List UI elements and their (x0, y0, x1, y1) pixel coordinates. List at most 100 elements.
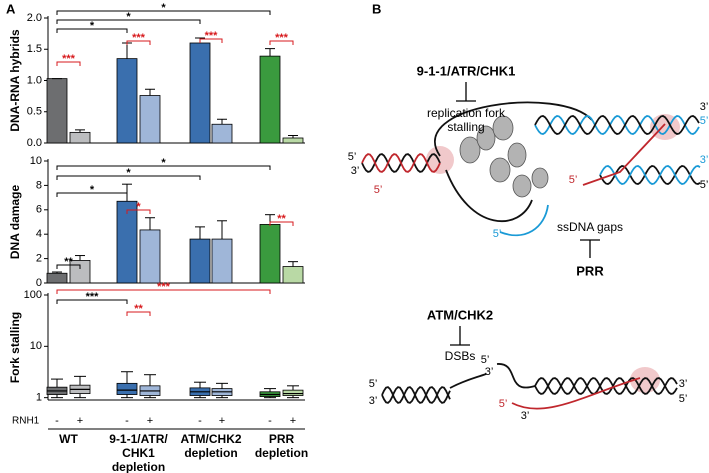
x-tick-label: + (147, 415, 153, 427)
group-label: depletion (112, 460, 165, 473)
bar (69, 260, 91, 284)
replisome (492, 115, 514, 141)
x-tick-label: - (125, 415, 129, 427)
significance-label: *** (157, 281, 171, 293)
y-tick-label: 4 (36, 228, 42, 240)
y-tick-label: 8 (36, 179, 42, 191)
significance-label: * (161, 2, 166, 14)
y-tick-label: 10 (30, 155, 42, 167)
dna-strand (361, 153, 441, 173)
significance-label: *** (205, 30, 219, 42)
bar (189, 238, 211, 284)
strand-end-label: 3’ (521, 410, 530, 422)
diagram-label: stalling (447, 120, 484, 134)
significance-bracket (56, 299, 128, 304)
x-tick-label: - (268, 415, 272, 427)
strand-end-label: 5’ (679, 393, 688, 405)
bar (211, 123, 233, 144)
group-label: PRR (269, 432, 295, 446)
y-axis-title: Fork stalling (8, 312, 22, 383)
replisome (507, 142, 527, 168)
diagram (361, 101, 701, 410)
dna-strand (534, 115, 700, 135)
dna-strand (499, 204, 549, 237)
y-tick-label: 2 (36, 253, 42, 265)
significance-label: * (136, 201, 141, 213)
strand-end-label: 3’ (700, 101, 709, 113)
dna-strand (534, 377, 678, 395)
bar (259, 224, 281, 284)
dna-strand (534, 115, 700, 135)
box (282, 389, 304, 396)
significance-bracket (199, 38, 223, 43)
significance-label: ** (134, 303, 143, 315)
significance-label: ** (277, 213, 286, 225)
strand-end-label: 3’ (700, 154, 709, 166)
y-tick-label: 10 (30, 340, 42, 352)
significance-label: * (90, 20, 95, 32)
strand-end-label: 5’ (369, 378, 378, 390)
group-label: depletion (184, 446, 237, 460)
y-tick-label: 1 (36, 392, 42, 404)
significance-bracket (56, 28, 128, 33)
strand-end-label: 5’ (348, 151, 357, 163)
significance-bracket (126, 40, 151, 45)
significance-label: * (90, 184, 95, 196)
replisome (531, 167, 549, 189)
dna-strand (511, 377, 641, 410)
bar (189, 42, 211, 144)
significance-label: *** (62, 53, 76, 65)
diagram-label: DSBs (445, 349, 476, 363)
dna-strand (445, 169, 533, 222)
significance-bracket (56, 175, 201, 180)
bar (46, 78, 68, 144)
replisome (476, 125, 496, 151)
x-tick-label: - (198, 415, 202, 427)
significance-label: * (126, 11, 131, 23)
protein (426, 146, 454, 174)
bar (211, 238, 233, 284)
strand-end-label: 3’ (369, 395, 378, 407)
significance-bracket (126, 209, 151, 214)
strand-end-label: 5’ (374, 184, 383, 196)
y-tick-label: 0 (36, 277, 42, 289)
significance-label: *** (275, 32, 289, 44)
significance-label: * (161, 157, 166, 169)
dna-strand (599, 165, 701, 185)
y-axis-title: DNA damage (8, 185, 22, 260)
bar (139, 229, 161, 284)
diagram-label: replication fork (427, 106, 506, 120)
significance-bracket (126, 311, 151, 316)
y-axis-title: DNA-RNA hybrids (8, 29, 22, 132)
bar (259, 55, 281, 144)
significance-bracket (269, 221, 294, 226)
y-tick-label: 1.0 (27, 74, 42, 86)
significance-label: *** (132, 32, 146, 44)
strand-end-label: 5’ (481, 354, 490, 366)
significance-label: ** (64, 256, 73, 268)
group-label: CHK1 (122, 446, 155, 460)
box (116, 382, 138, 395)
diagram-label: 9-1-1/ATR/CHK1 (417, 63, 516, 78)
diagram-label: PRR (576, 263, 604, 278)
y-tick-label: 0.0 (27, 137, 42, 149)
replisome (512, 174, 532, 198)
group-label: 9-1-1/ATR/ (109, 432, 168, 446)
strand-end-label: 5’ (700, 179, 709, 191)
group-label: depletion (255, 446, 308, 460)
bar (282, 137, 304, 144)
significance-bracket (56, 19, 201, 24)
significance-bracket (56, 289, 271, 294)
bar (282, 266, 304, 284)
panel-label: B (372, 1, 381, 16)
dna-strand (496, 363, 536, 389)
strand-end-label: 5’ (493, 228, 502, 240)
significance-bracket (269, 40, 294, 45)
strand-end-label: 3’ (485, 366, 494, 378)
strand-end-label: 5’ (499, 398, 508, 410)
bar (69, 131, 91, 144)
significance-bracket (56, 264, 81, 269)
y-tick-label: 6 (36, 204, 42, 216)
x-tick-label: + (290, 415, 296, 427)
